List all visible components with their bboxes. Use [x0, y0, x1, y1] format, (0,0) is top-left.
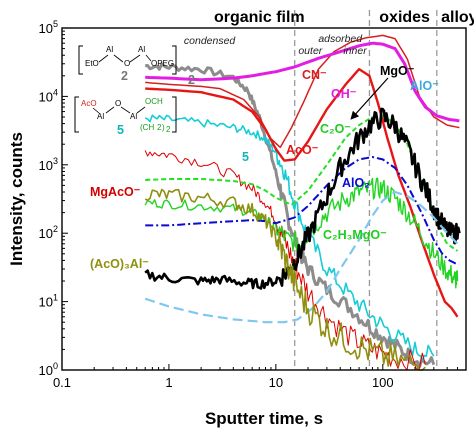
svg-text:): ) — [162, 123, 165, 132]
series-line-5 — [144, 114, 435, 361]
subregion-label-adsorbed: adsorbed — [318, 33, 363, 45]
mgo-pointer-arrow — [350, 77, 389, 120]
svg-text:Al: Al — [106, 45, 113, 54]
y-tick-label: 101 — [39, 293, 58, 310]
series-line-c-o — [145, 114, 459, 252]
series-label-c2o: C₂O⁻ — [320, 122, 351, 136]
series-label-aco3al: (AcO)₃Al⁻ — [90, 257, 149, 271]
svg-text:2: 2 — [157, 123, 162, 132]
series-lines — [144, 34, 461, 371]
svg-text:OPEG: OPEG — [151, 59, 174, 68]
subregion-label-outer: outer — [298, 45, 322, 57]
structure-5-inset: AcO Al O Al OCH (CH 2 ) 2 5 — [74, 96, 177, 137]
x-tick-label: 1 — [165, 375, 172, 390]
series-label-alo: AlO⁻ — [410, 79, 439, 93]
x-tick-label: 0.1 — [53, 375, 71, 390]
y-axis-title: Intensity, counts — [7, 132, 26, 266]
y-tick-label: 102 — [39, 224, 58, 241]
structure-5-number: 5 — [117, 123, 124, 137]
series-label-mgaco: MgAcO⁻ — [90, 185, 141, 199]
svg-text:2: 2 — [166, 125, 171, 134]
series-line-mgo — [144, 107, 461, 290]
x-axis-title: Sputter time, s — [205, 409, 323, 428]
region-label-alloy: alloy — [441, 9, 474, 26]
region-boundaries — [294, 10, 438, 370]
y-tick-label: 104 — [39, 87, 58, 104]
region-label-organic-film: organic film — [214, 9, 305, 26]
svg-text:AcO: AcO — [81, 99, 97, 108]
svg-text:OCH: OCH — [145, 97, 163, 106]
series-line-aco-al — [144, 188, 426, 371]
y-tick-label: 105 — [39, 19, 58, 36]
series-line-cn — [145, 34, 460, 149]
region-label-oxides: oxides — [379, 9, 430, 26]
series-label-mgo: MgO⁻ — [380, 64, 415, 78]
series-line-2 — [144, 62, 436, 368]
svg-text:O: O — [124, 59, 130, 68]
series-line-c-h-mgo — [144, 177, 459, 289]
svg-text:O: O — [115, 99, 121, 108]
series-line-aco — [145, 68, 459, 318]
series-label-2: 2 — [188, 73, 195, 87]
series-label-aco: AcO⁻ — [286, 143, 319, 157]
x-tick-label: 10 — [269, 375, 283, 390]
svg-text:Al: Al — [97, 112, 104, 121]
series-line-mgaco — [144, 150, 426, 371]
series-line-alo — [144, 190, 459, 324]
series-label-c2h3mgo: C₂H₃MgO⁻ — [323, 228, 387, 242]
svg-text:Al: Al — [138, 45, 145, 54]
series-label-cn: CN⁻ — [302, 68, 327, 82]
series-line-oh — [145, 41, 460, 123]
series-label-oh: OH⁻ — [331, 87, 357, 101]
subregion-label-inner: inner — [343, 45, 367, 57]
series-line-alo — [145, 156, 458, 266]
structure-2-number: 2 — [121, 69, 128, 83]
x-tick-label: 100 — [372, 375, 394, 390]
svg-text:(CH: (CH — [140, 123, 154, 132]
series-label-5: 5 — [242, 150, 249, 164]
structure-2-inset: EtO Al O Al OPEG 2 — [78, 45, 177, 83]
svg-text:EtO: EtO — [85, 59, 99, 68]
series-annotations: 2 5 CN⁻ OH⁻ AcO⁻ MgAcO⁻ C₂O⁻ C₂H₃MgO⁻ Al… — [90, 64, 439, 271]
subregion-label-condensed: condensed — [184, 35, 237, 47]
y-tick-label: 103 — [39, 156, 58, 173]
svg-text:Al: Al — [130, 112, 137, 121]
plot-frame — [61, 27, 467, 371]
series-label-alo2: AlO₂ — [342, 176, 370, 190]
